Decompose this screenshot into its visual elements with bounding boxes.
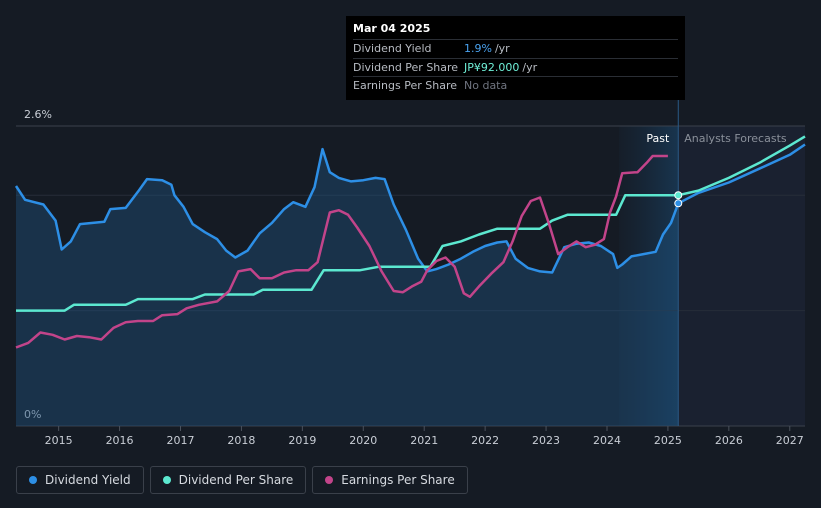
legend-label: Dividend Yield — [45, 473, 131, 487]
x-tick-label: 2026 — [715, 434, 743, 447]
chart-legend: Dividend Yield Dividend Per Share Earnin… — [16, 466, 468, 494]
past-label: Past — [646, 132, 670, 145]
tooltip-date: Mar 04 2025 — [353, 22, 431, 35]
tooltip-value: 1.9% — [464, 42, 492, 56]
tooltip-unit: /yr — [522, 60, 538, 74]
tooltip-unit: /yr — [494, 42, 510, 56]
past-region-band — [619, 126, 679, 426]
x-tick-label: 2016 — [106, 434, 134, 447]
x-tick-label: 2018 — [227, 434, 255, 447]
legend-dot — [162, 476, 171, 484]
legend-dot — [325, 476, 334, 484]
tooltip-row-dividend-yield: Dividend Yield 1.9% /yr — [353, 39, 678, 58]
series-line-dividend-yield — [14, 147, 680, 274]
series-forecast-line-dividend-yield — [677, 143, 806, 205]
x-tick-label: 2024 — [593, 434, 621, 447]
forecast-label: Analysts Forecasts — [684, 132, 787, 145]
legend-item-earnings-per-share[interactable]: Earnings Per Share — [312, 466, 468, 494]
legend-label: Earnings Per Share — [341, 473, 455, 487]
dps-marker — [674, 191, 683, 200]
series-line-earnings-per-share — [15, 154, 668, 349]
tooltip-label: Earnings Per Share — [353, 79, 458, 93]
legend-label: Dividend Per Share — [178, 473, 294, 487]
series-forecast-line-dividend-per-share — [678, 135, 806, 197]
x-tick-label: 2020 — [349, 434, 377, 447]
y-tick-label-zero: 0% — [24, 408, 41, 421]
x-tick-label: 2021 — [410, 434, 438, 447]
tooltip-value: No data — [464, 79, 508, 93]
legend-dot — [29, 476, 37, 484]
x-tick-label: 2019 — [288, 434, 316, 447]
x-tick-label: 2015 — [45, 434, 73, 447]
yield-marker — [674, 199, 683, 208]
tooltip-label: Dividend Per Share — [353, 60, 459, 74]
x-tick-label: 2022 — [471, 434, 499, 447]
tooltip-value: JP¥92.000 — [464, 60, 520, 74]
tooltip-row-earnings-per-share: Earnings Per Share No data — [353, 76, 678, 95]
legend-item-dividend-per-share[interactable]: Dividend Per Share — [149, 466, 307, 494]
x-tick-label: 2017 — [167, 434, 195, 447]
tooltip-row-dividend-per-share: Dividend Per Share JP¥92.000 /yr — [353, 57, 678, 77]
x-tick-label: 2023 — [532, 434, 560, 447]
y-tick-label-top: 2.6% — [24, 108, 52, 121]
legend-item-dividend-yield[interactable]: Dividend Yield — [16, 466, 144, 494]
series-line-dividend-per-share — [16, 193, 679, 312]
tooltip-label: Dividend Yield — [353, 42, 432, 56]
series-area-dividend-yield — [16, 149, 679, 426]
x-tick-label: 2025 — [654, 434, 682, 447]
x-tick-label: 2027 — [776, 434, 804, 447]
hover-tooltip: Mar 04 2025 Dividend Yield 1.9% /yr Divi… — [346, 16, 685, 100]
